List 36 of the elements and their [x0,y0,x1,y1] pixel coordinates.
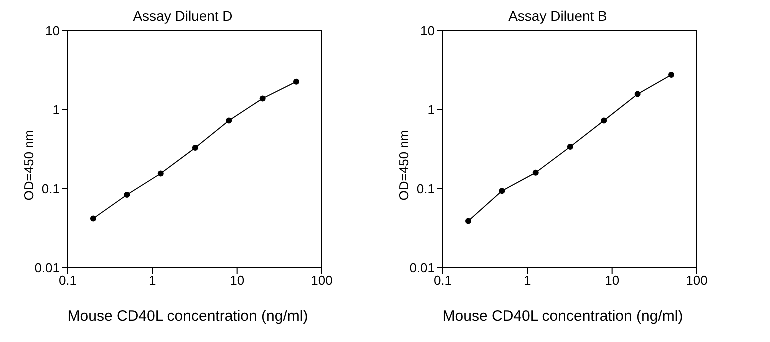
x-axis-title: Mouse CD40L concentration (ng/ml) [66,308,310,325]
point [158,170,164,177]
x-tick-label: 10 [605,273,620,288]
point [90,216,96,222]
x-tick-label: 100 [686,273,708,288]
y-tick-label: 0.1 [42,182,60,197]
point [192,145,198,152]
point [567,144,574,150]
point [601,118,608,124]
y-axis-title: OD=450 nm [22,129,36,203]
y-tick-label: 10 [46,24,60,39]
y-tick-label: 1 [52,102,60,118]
y-tick-label: 0.01 [410,260,435,276]
x-tick-label: 10 [230,273,245,288]
y-tick-label: 0.1 [416,182,435,197]
point [465,218,472,224]
chart-title: Assay Diluent B [508,8,608,24]
point [634,91,641,98]
point [499,188,506,194]
x-tick-label: 0.1 [434,273,452,288]
y-tick-label: 1 [428,102,435,118]
x-tick-label: 0.1 [58,273,78,288]
point [532,170,539,176]
point [668,72,675,78]
x-axis-title: Mouse CD40L concentration (ng/ml) [442,308,684,325]
x-tick-label: 100 [311,273,333,288]
point [124,192,130,198]
x-tick-label: 1 [524,273,532,288]
point [294,78,300,85]
point [260,96,266,102]
y-axis-title: OD=450 nm [396,129,412,203]
point [226,118,232,124]
x-tick-label: 1 [149,273,156,288]
y-tick-label: 10 [420,24,435,39]
chart-title: Assay Diluent D [132,8,234,24]
y-tick-label: 0.01 [34,260,60,276]
